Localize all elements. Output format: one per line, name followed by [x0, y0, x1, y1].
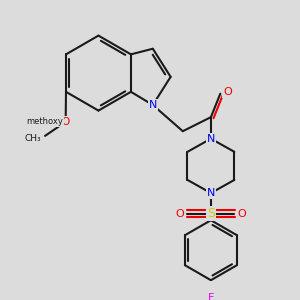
Text: N: N	[148, 100, 157, 110]
Text: O: O	[61, 117, 70, 127]
Text: CH₃: CH₃	[25, 134, 41, 143]
Text: O: O	[238, 209, 246, 219]
Text: N: N	[207, 134, 215, 144]
Text: F: F	[208, 293, 214, 300]
Text: S: S	[207, 207, 215, 220]
Text: O: O	[176, 209, 184, 219]
Text: methoxy: methoxy	[27, 117, 64, 126]
Text: O: O	[224, 87, 232, 97]
Text: N: N	[207, 188, 215, 198]
